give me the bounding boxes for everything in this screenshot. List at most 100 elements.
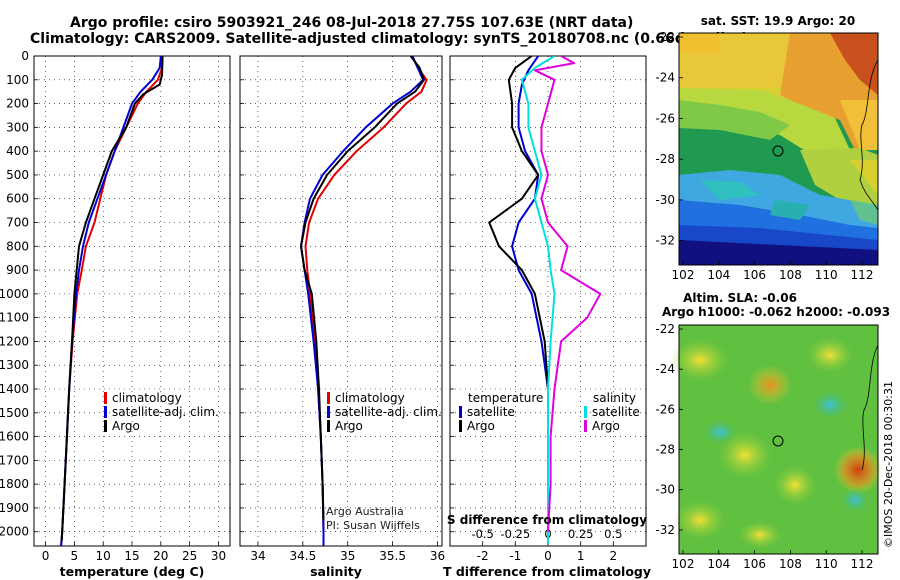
legend-label-argo: Argo: [335, 419, 363, 433]
depth-tick-label: 900: [6, 263, 29, 277]
sst-map: sat. SST: 19.9 Argo: 20: [655, 14, 879, 282]
difference-x-label-top: S difference from climatology: [447, 513, 647, 527]
sst-map-ticks: -22 -24 -26 -28 -30 -32 102 104 106 108 110 112: [655, 30, 873, 282]
difference-panel: -2 -1 0 1 2-0.5 -0.25 0 0.25 0.5 S difference fr…: [443, 55, 651, 579]
depth-tick-label: 700: [6, 216, 29, 230]
difference-series: [488, 56, 602, 544]
sla-map-image: [670, 325, 882, 554]
map-lat-label: -32: [655, 234, 675, 248]
argo-position-marker-sst: [772, 145, 784, 157]
depth-tick-label: 1800: [0, 477, 29, 491]
attribution-line1: Argo Australia: [326, 505, 404, 518]
x-top-tick-label: -0.25: [500, 527, 530, 541]
map-lat-label: -22: [655, 30, 675, 44]
salinity-x-ticks: 34 34.5 35 35.5 36: [240, 55, 445, 563]
legend-label-climatology: climatology: [112, 391, 182, 405]
salinity-plot-frame: [239, 55, 443, 547]
legend-swatch-argo: [104, 420, 107, 432]
x-tick-label: 15: [124, 549, 139, 563]
map-lat-label: -28: [655, 152, 675, 166]
sla-map: Altim. SLA: -0.06 Argo h1000: -0.062 h20…: [655, 291, 890, 571]
legend-label-satellite: satellite-adj. clim.: [112, 405, 219, 419]
legend-swatch-temp-satellite: [459, 406, 462, 418]
depth-tick-label: 400: [6, 144, 29, 158]
sst-map-title: sat. SST: 19.9 Argo: 20: [701, 14, 855, 28]
x-tick-label: 20: [153, 549, 168, 563]
legend-label-climatology: climatology: [335, 391, 405, 405]
depth-tick-label: 0: [21, 49, 29, 63]
series-line: [304, 56, 428, 546]
argo-position-marker-sla: [772, 435, 784, 447]
depth-tick-label: 1500: [0, 406, 29, 420]
map-lat-label: -26: [655, 402, 675, 416]
depth-tick-label: 100: [6, 73, 29, 87]
depth-axis: 0 100 200 300 400 500 600 700 800 900 1000 1100 1200…: [0, 49, 29, 539]
depth-tick-label: 800: [6, 239, 29, 253]
series-line: [300, 56, 425, 546]
map-lon-label: 110: [815, 557, 838, 571]
x-tick-label: 30: [211, 549, 226, 563]
depth-tick-label: 1700: [0, 453, 29, 467]
x-tick-label: 35.5: [379, 549, 406, 563]
temperature-legend: climatology satellite-adj. clim. Argo: [104, 391, 219, 433]
map-lat-label: -22: [655, 322, 675, 336]
series-line: [300, 56, 425, 520]
x-top-tick-label: 0.25: [568, 527, 594, 541]
legend-label-sal-satellite: satellite: [592, 405, 640, 419]
attribution-line2: PI: Susan Wijffels: [326, 519, 420, 532]
legend-swatch-satellite: [327, 406, 330, 418]
depth-tick-label: 2000: [0, 525, 29, 539]
map-lat-label: -24: [655, 362, 675, 376]
depth-tick-label: 500: [6, 168, 29, 182]
x-top-tick-label: -0.5: [471, 527, 493, 541]
salinity-series: [300, 56, 428, 546]
series-line: [60, 56, 162, 546]
legend-title-salinity: salinity: [593, 391, 636, 405]
sla-map-title-line2: Argo h1000: -0.062 h2000: -0.093: [662, 305, 890, 319]
series-line: [60, 56, 164, 542]
legend-swatch-sal-argo: [584, 420, 587, 432]
temperature-x-ticks: 0 5 10 15 20 25 30: [34, 55, 230, 563]
figure-title-line1: Argo profile: csiro 5903921_246 08-Jul-2…: [70, 15, 633, 31]
sst-map-image: [679, 33, 879, 265]
map-lon-label: 112: [851, 268, 874, 282]
map-lon-label: 102: [672, 557, 695, 571]
salinity-x-label: salinity: [310, 564, 362, 579]
map-lat-label: -30: [655, 193, 675, 207]
legend-swatch-satellite: [104, 406, 107, 418]
x-tick-label: 5: [71, 549, 79, 563]
map-lon-label: 106: [743, 557, 766, 571]
sla-map-ticks: -22 -24 -26 -28 -30 -32 102 104 106 108 110 112: [655, 322, 873, 571]
map-lat-label: -30: [655, 483, 675, 497]
depth-tick-label: 1400: [0, 382, 29, 396]
temperature-series: [60, 56, 164, 546]
map-lon-label: 108: [779, 557, 802, 571]
sla-map-title-line1: Altim. SLA: -0.06: [683, 291, 797, 305]
x-tick-label: 25: [182, 549, 197, 563]
legend-swatch-climatology: [104, 392, 107, 404]
legend-label-temp-argo: Argo: [467, 419, 495, 433]
legend-swatch-temp-argo: [459, 420, 462, 432]
sla-map-frame: [678, 324, 879, 555]
legend-swatch-climatology: [327, 392, 330, 404]
x-tick-label: 0: [544, 549, 552, 563]
legend-label-argo: Argo: [112, 419, 140, 433]
difference-x-ticks: -2 -1 0 1 2-0.5 -0.25 0 0.25 0.5: [450, 55, 646, 563]
salinity-legend: climatology satellite-adj. clim. Argo: [327, 391, 442, 433]
difference-legend: temperature satellite Argo salinity sate…: [459, 391, 640, 433]
map-lat-label: -26: [655, 111, 675, 125]
legend-label-temp-satellite: satellite: [467, 405, 515, 419]
difference-x-label: T difference from climatology: [443, 564, 651, 579]
map-lon-label: 110: [815, 268, 838, 282]
depth-tick-label: 1000: [0, 287, 29, 301]
x-tick-label: 2: [610, 549, 618, 563]
depth-tick-label: 1600: [0, 430, 29, 444]
map-lon-label: 106: [743, 268, 766, 282]
legend-swatch-sal-satellite: [584, 406, 587, 418]
depth-tick-label: 200: [6, 97, 29, 111]
series-line: [520, 56, 556, 544]
series-line: [533, 56, 602, 532]
x-tick-label: 35: [340, 549, 355, 563]
map-lat-label: -24: [655, 71, 675, 85]
